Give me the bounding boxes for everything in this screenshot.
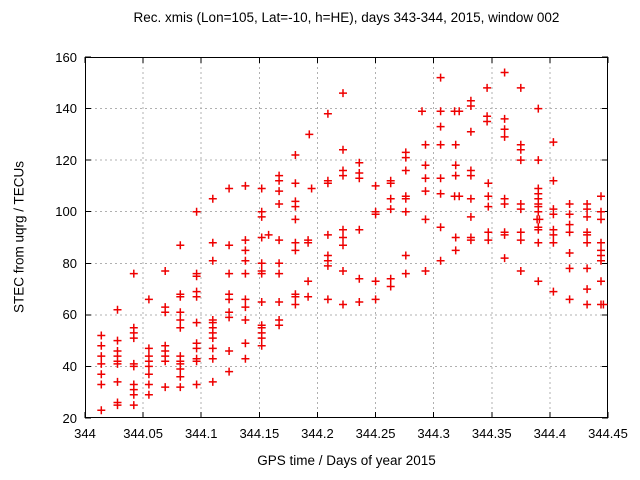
axis-border — [85, 57, 608, 418]
y-tick-label: 120 — [55, 152, 77, 168]
x-axis-label: GPS time / Days of year 2015 — [257, 453, 436, 468]
y-tick-label: 80 — [62, 255, 77, 271]
x-tick-label: 344.05 — [123, 426, 163, 441]
x-tick-label: 344.45 — [588, 426, 628, 441]
y-tick-label: 100 — [55, 204, 77, 220]
y-tick-label: 60 — [62, 307, 77, 323]
x-tick-label: 344.4 — [533, 426, 567, 441]
x-tick-label: 344.15 — [239, 426, 280, 441]
x-tick-label: 344.2 — [301, 426, 334, 441]
x-tick-label: 344.3 — [417, 426, 450, 441]
y-tick-label: 20 — [62, 410, 77, 426]
y-tick-label: 140 — [55, 101, 77, 117]
data-points — [97, 68, 608, 415]
x-tick-label: 344.35 — [471, 426, 512, 441]
x-tick-label: 344 — [74, 426, 96, 441]
y-tick-label: 160 — [55, 49, 77, 65]
y-tick-label: 40 — [62, 358, 77, 374]
x-tick-label: 344.25 — [355, 426, 396, 441]
chart-title: Rec. xmis (Lon=105, Lat=-10, h=HE), days… — [133, 10, 560, 25]
x-tick-label: 344.1 — [184, 426, 218, 441]
